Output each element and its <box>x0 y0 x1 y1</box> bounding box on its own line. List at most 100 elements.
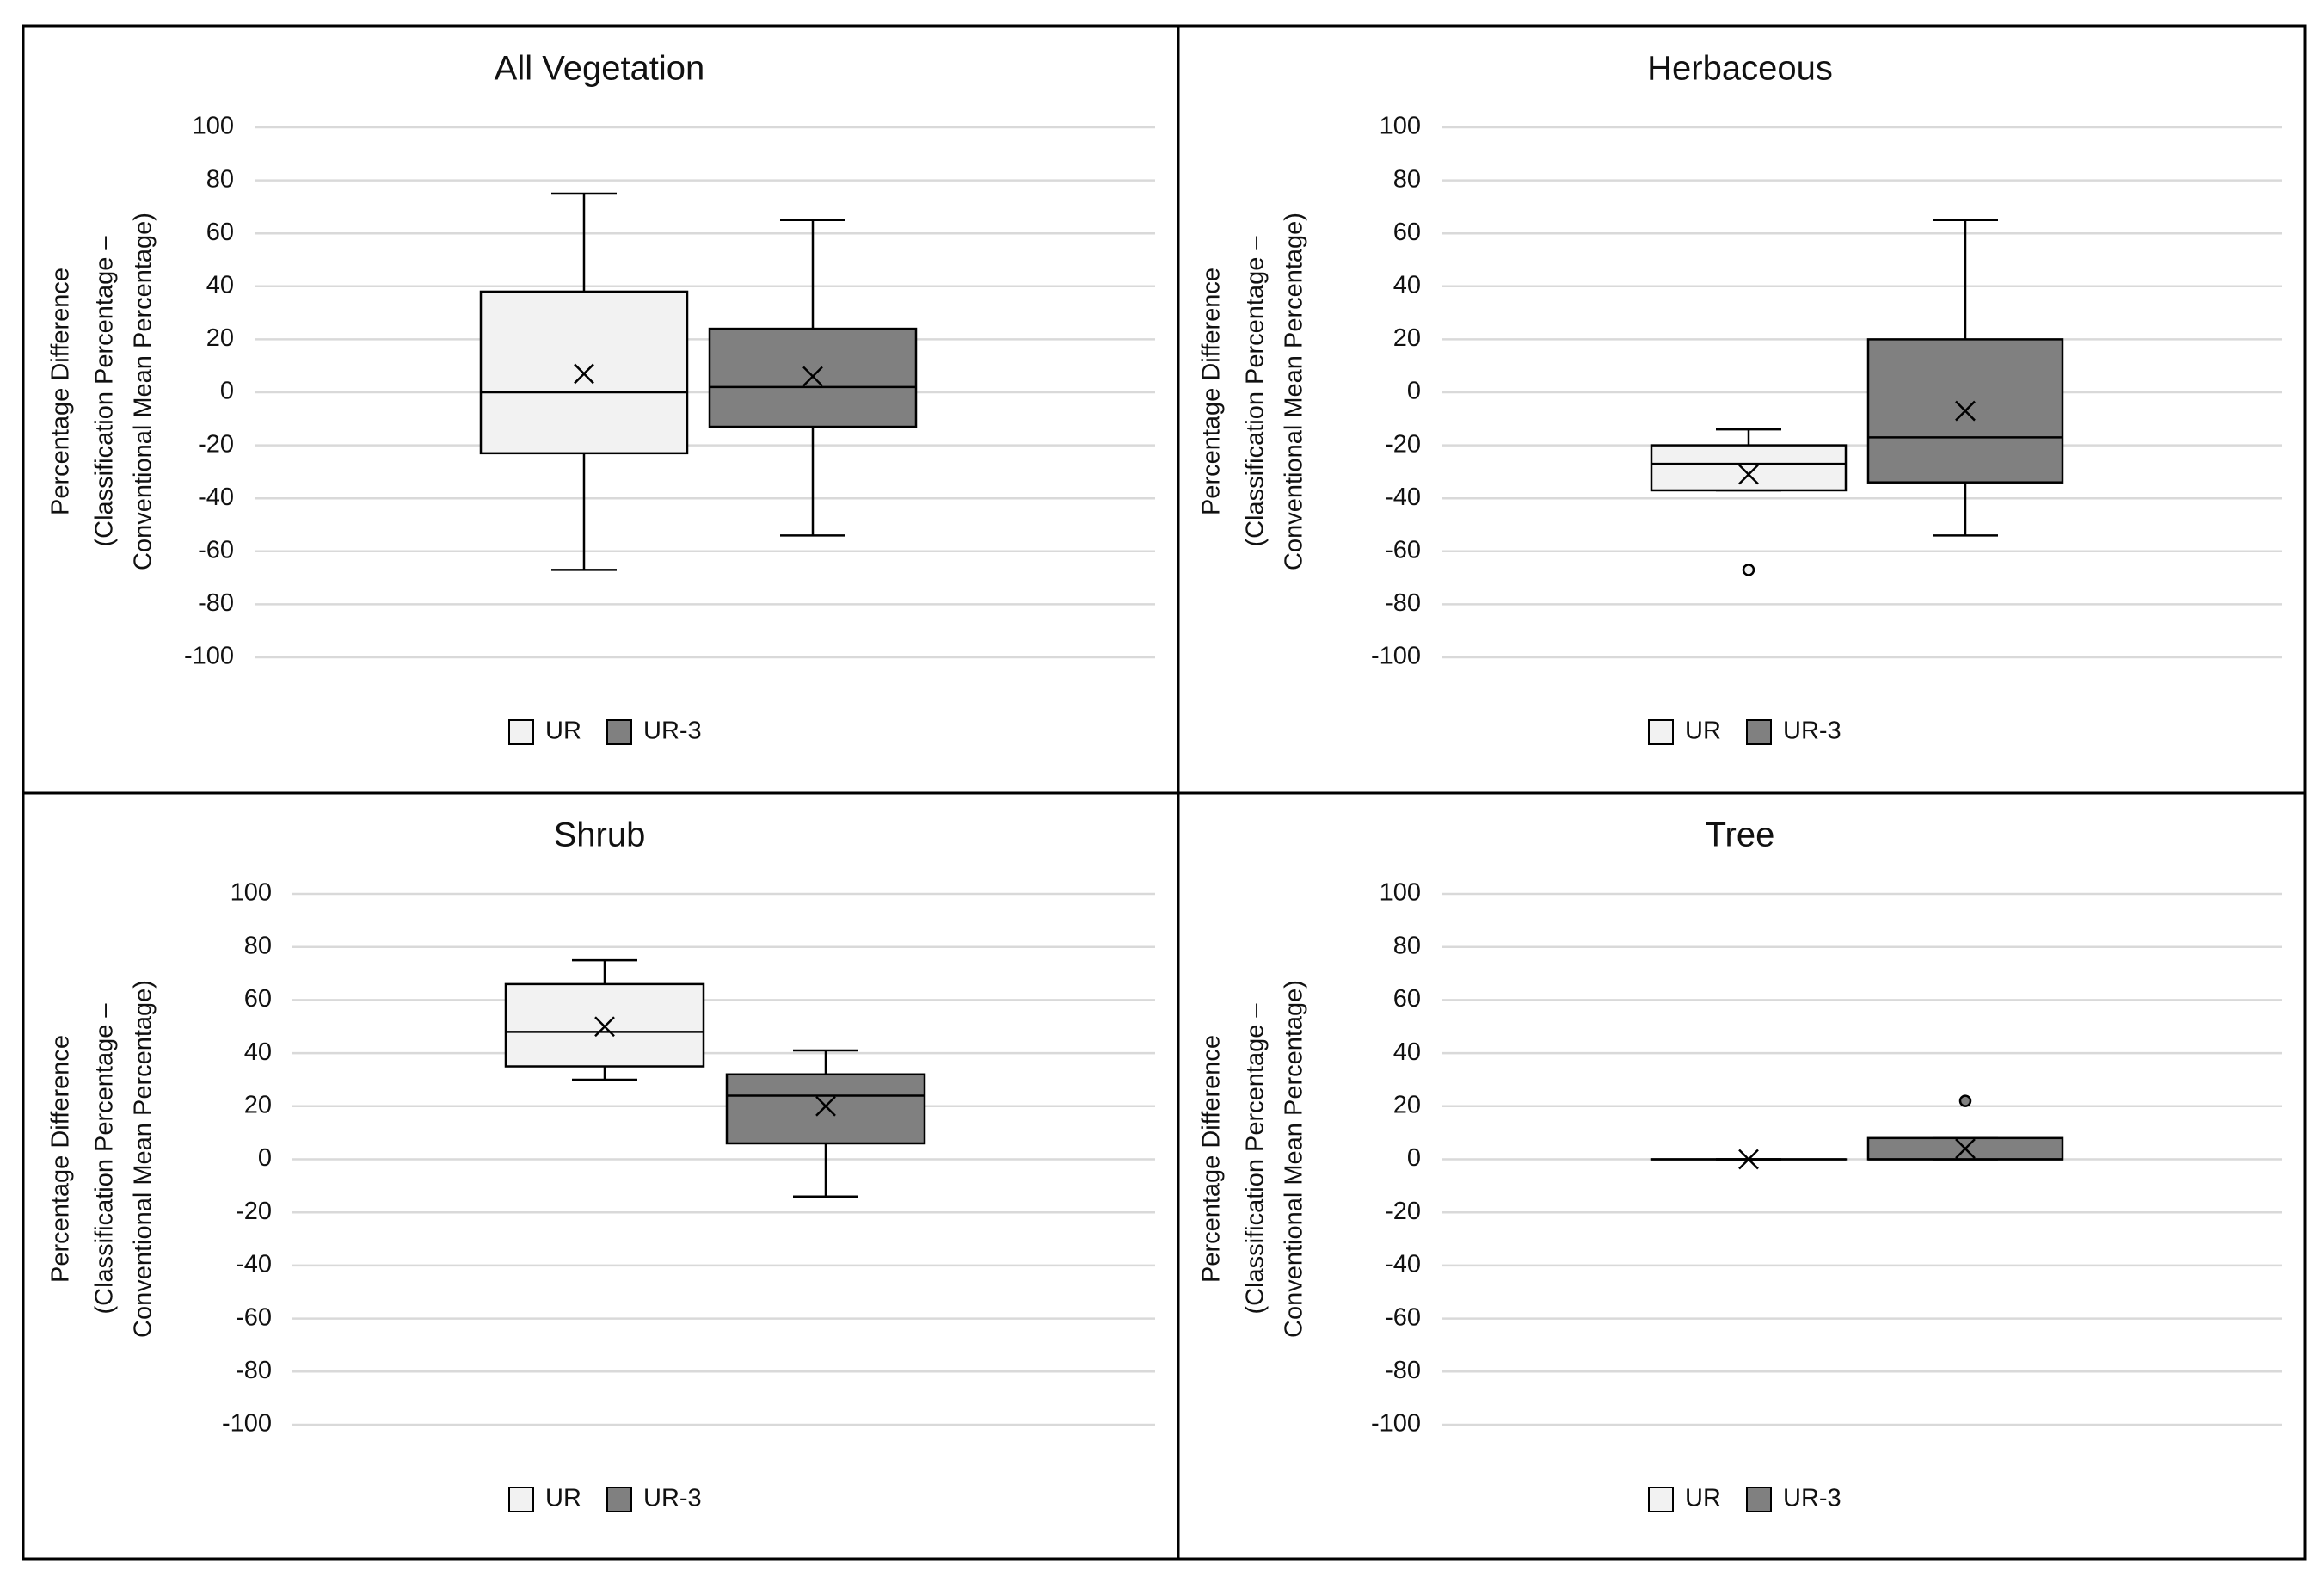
y-axis-label-line: Conventional Mean Percentage) <box>1281 980 1308 1338</box>
y-axis-label-line: Conventional Mean Percentage) <box>130 213 157 570</box>
y-tick-label: 20 <box>244 1091 272 1118</box>
y-axis-label-line: Conventional Mean Percentage) <box>130 980 157 1338</box>
panel-shrub: Shrub 100 80 60 40 20 0 -20 -40 -60 -80 -100 Percent… <box>47 816 1155 1512</box>
y-tick-label: -40 <box>236 1251 272 1278</box>
panel-title: Shrub <box>554 816 646 854</box>
mean-marker-stroke <box>1955 400 1976 422</box>
legend: UR UR-3 <box>508 1485 702 1512</box>
legend-label: UR-3 <box>643 718 702 745</box>
y-tick-label: 40 <box>244 1038 272 1066</box>
y-tick-label: -100 <box>1371 643 1421 670</box>
y-tick-label: -40 <box>1385 484 1421 511</box>
y-tick-label: 100 <box>1380 113 1421 140</box>
mean-marker-stroke <box>802 366 823 387</box>
y-tick-label: -80 <box>198 589 234 617</box>
legend-label: UR <box>545 718 581 745</box>
mean-marker <box>1738 464 1759 485</box>
panel-title: Tree <box>1706 816 1775 854</box>
y-tick-label: 60 <box>206 219 234 246</box>
y-tick-label: 0 <box>1407 378 1421 405</box>
panel-title: All Vegetation <box>495 50 705 88</box>
y-tick-label: -80 <box>1385 589 1421 617</box>
y-tick-label: 100 <box>231 879 272 907</box>
legend-label: UR-3 <box>643 1485 702 1512</box>
y-tick-label: 80 <box>1393 165 1421 193</box>
y-axis-label-line: Percentage Difference <box>47 1035 75 1283</box>
y-axis-label-line: Percentage Difference <box>1198 268 1226 515</box>
y-tick-label: 20 <box>1393 1091 1421 1118</box>
figure-frame <box>22 24 2307 1561</box>
legend-swatch-ur <box>508 719 534 745</box>
y-tick-label: 40 <box>206 271 234 299</box>
y-tick-label: -20 <box>198 430 234 458</box>
mean-marker-stroke <box>1955 1138 1976 1160</box>
y-axis-label-line: Percentage Difference <box>47 268 75 515</box>
y-axis-label-line: (Classification Percentage – <box>91 1003 119 1315</box>
mean-marker <box>815 1095 836 1117</box>
box-ur-3 <box>725 1049 926 1198</box>
y-tick-label: -60 <box>1385 536 1421 564</box>
mean-marker-stroke <box>574 363 594 385</box>
box-ur <box>1650 428 1848 576</box>
y-tick-label: 20 <box>206 324 234 352</box>
y-tick-label: -80 <box>1385 1357 1421 1384</box>
box-ur <box>504 958 705 1081</box>
mean-marker <box>1955 1138 1976 1160</box>
box-ur-3 <box>1866 219 2064 537</box>
mean-marker-stroke <box>594 1016 615 1038</box>
box-ur <box>479 192 689 571</box>
iqr-box <box>725 1073 926 1145</box>
mean-marker <box>802 366 823 387</box>
y-axis-label-line: (Classification Percentage – <box>1242 236 1270 547</box>
legend-label: UR-3 <box>1783 1485 1841 1512</box>
outlier-point <box>1742 564 1755 576</box>
legend-label: UR <box>1685 1485 1721 1512</box>
panel-herbaceous: Herbaceous 100 80 60 40 20 0 -20 -40 -60 -80 -100 Pe… <box>1198 50 2282 745</box>
mean-marker-stroke <box>1738 1149 1759 1170</box>
legend-swatch-ur-3 <box>606 719 632 745</box>
mean-marker <box>574 363 594 385</box>
box-ur-3 <box>708 219 918 537</box>
y-tick-label: 40 <box>1393 271 1421 299</box>
panel-tree: Tree 100 80 60 40 20 0 -20 -40 -60 -80 -100 Percenta… <box>1198 816 2282 1512</box>
y-axis-label-line: (Classification Percentage – <box>1242 1003 1270 1315</box>
y-tick-label: -100 <box>184 643 234 670</box>
y-tick-label: 20 <box>1393 324 1421 352</box>
legend: UR UR-3 <box>508 718 702 745</box>
y-tick-label: -20 <box>1385 430 1421 458</box>
y-axis-label-line: (Classification Percentage – <box>91 236 119 547</box>
legend-swatch-ur <box>1648 1487 1674 1512</box>
mean-marker <box>594 1016 615 1038</box>
y-tick-label: 60 <box>1393 985 1421 1013</box>
y-axis-label-line: Percentage Difference <box>1198 1035 1226 1283</box>
y-tick-label: -20 <box>236 1198 272 1225</box>
y-tick-label: -60 <box>236 1303 272 1331</box>
y-tick-label: 40 <box>1393 1038 1421 1066</box>
box-ur-3 <box>1866 1094 2064 1161</box>
y-tick-label: 80 <box>206 165 234 193</box>
y-tick-label: 0 <box>220 378 234 405</box>
legend-swatch-ur-3 <box>1746 1487 1772 1512</box>
y-tick-label: 100 <box>1380 879 1421 907</box>
legend: UR UR-3 <box>1648 1485 1841 1512</box>
mean-marker-stroke <box>1738 464 1759 485</box>
y-tick-label: -40 <box>1385 1251 1421 1278</box>
y-tick-label: 60 <box>244 985 272 1013</box>
panel-all-vegetation: All Vegetation 100 80 60 40 20 0 -20 -40 -60 -80 -1… <box>47 50 1155 745</box>
y-tick-label: -40 <box>198 484 234 511</box>
y-tick-label: 0 <box>258 1144 272 1172</box>
y-axis-label-line: Conventional Mean Percentage) <box>1281 213 1308 570</box>
legend-swatch-ur <box>508 1487 534 1512</box>
y-tick-label: 100 <box>193 113 234 140</box>
legend: UR UR-3 <box>1648 718 1841 745</box>
legend-label: UR-3 <box>1783 718 1841 745</box>
y-tick-label: -60 <box>198 536 234 564</box>
legend-swatch-ur-3 <box>1746 719 1772 745</box>
y-tick-label: -60 <box>1385 1303 1421 1331</box>
mean-marker-stroke <box>815 1095 836 1117</box>
mean-marker <box>1738 1149 1759 1170</box>
outlier-point <box>1958 1094 1972 1107</box>
y-tick-label: 80 <box>1393 932 1421 959</box>
